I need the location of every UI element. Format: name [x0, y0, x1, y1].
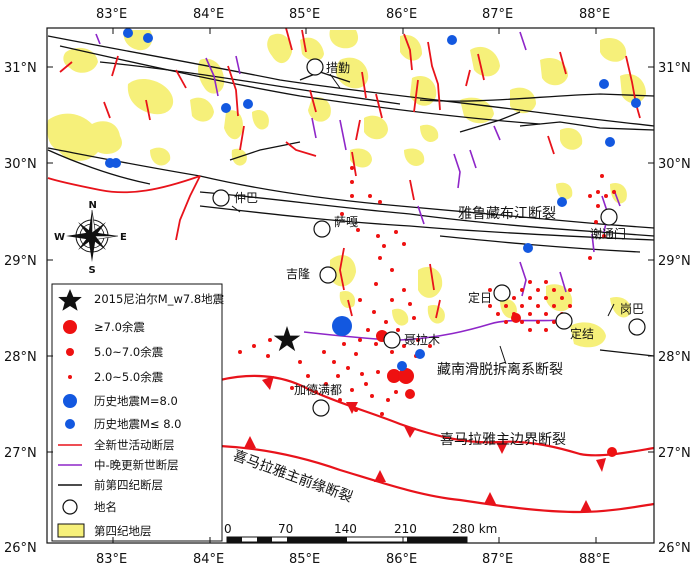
legend-item-text: ≥7.0余震: [94, 320, 145, 334]
holocene-faults: [47, 27, 641, 319]
compass-s: S: [89, 265, 96, 276]
legend-item-text: 2015尼泊尔M_w7.8地震: [94, 292, 225, 306]
legend-star-icon: [58, 289, 82, 311]
compass-e: E: [120, 232, 127, 243]
map-frame: [46, 27, 655, 544]
scale-label: 210: [394, 522, 417, 536]
legend-big-red-dot: [63, 320, 77, 334]
scale-label: 0: [224, 522, 232, 536]
lat-tick-right: 29°N: [658, 254, 691, 269]
place-label: 措勤: [326, 61, 350, 75]
place-label: 岗巴: [620, 302, 644, 316]
scale-label: 70: [278, 522, 293, 536]
lat-tick-left: 30°N: [4, 157, 37, 172]
place-label: 加德满都: [294, 382, 342, 397]
legend-item-text: 中-晚更新世断层: [94, 458, 179, 472]
lat-tick-left: 28°N: [4, 350, 37, 365]
legend-small-blue-dot: [65, 419, 75, 429]
lon-tick-bottom: 85°E: [289, 552, 320, 567]
lat-tick-right: 30°N: [658, 157, 691, 172]
lon-tick-bottom: 88°E: [579, 552, 610, 567]
legend-yellow-box: [57, 523, 85, 538]
compass-w: W: [54, 232, 65, 243]
lon-tick-top: 84°E: [193, 7, 224, 22]
lon-tick-bottom: 83°E: [96, 552, 127, 567]
lon-tick-bottom: 87°E: [482, 552, 513, 567]
scale-label: 280 km: [452, 522, 497, 536]
lon-tick-top: 86°E: [386, 7, 417, 22]
place-label: 仲巴: [234, 191, 258, 205]
historic-earthquakes: [105, 28, 641, 371]
lat-tick-right: 28°N: [658, 350, 691, 365]
leader-lines: [231, 73, 615, 365]
place-label: 萨嘎: [334, 215, 358, 229]
pre-quaternary-faults: [47, 35, 655, 357]
place-label: 定结: [570, 326, 594, 341]
quaternary-deposits: [47, 30, 646, 348]
legend-item-text: 2.0~5.0余震: [94, 370, 164, 384]
legend: 2015尼泊尔M_w7.8地震 ≥7.0余震 5.0~7.0余震 2.0~5.0…: [51, 283, 225, 542]
lat-tick-right: 31°N: [658, 61, 691, 76]
lon-tick-top: 85°E: [289, 7, 320, 22]
lon-tick-bottom: 84°E: [193, 552, 224, 567]
mbt-fault-label: 喜马拉雅主边界断裂: [440, 432, 566, 448]
legend-small-red-dot: [68, 375, 72, 379]
north-arrow: N S E W: [54, 200, 127, 276]
lon-tick-top: 87°E: [482, 7, 513, 22]
lon-tick-top: 83°E: [96, 7, 127, 22]
place-label: 聂拉木: [404, 332, 440, 347]
tick-labels: 83°E 84°E 85°E 86°E 87°E 88°E 83°E 84°E …: [4, 7, 691, 567]
main-boundary-thrust: [219, 374, 655, 472]
legend-item-text: 第四纪地层: [94, 524, 152, 538]
lon-tick-top: 88°E: [579, 7, 610, 22]
scale-bar: 0 70 140 210 280 km: [224, 522, 497, 543]
legend-item-text: 5.0~7.0余震: [94, 345, 164, 359]
legend-item-text: 历史地震M=8.0: [94, 394, 178, 408]
place-label: 谢通门: [590, 226, 626, 241]
lat-tick-left: 29°N: [4, 254, 37, 269]
legend-big-blue-dot: [63, 394, 77, 408]
lat-tick-left: 31°N: [4, 61, 37, 76]
place-label: 定日: [468, 290, 492, 305]
lat-tick-left: 26°N: [4, 541, 37, 556]
place-markers: [212, 58, 646, 417]
lon-tick-bottom: 86°E: [386, 552, 417, 567]
mainshock-star: [273, 326, 301, 352]
compass-n: N: [89, 200, 97, 211]
ticks: [47, 28, 654, 544]
lat-tick-right: 27°N: [658, 446, 691, 461]
stds-fault-label: 藏南滑脱拆离系断裂: [437, 361, 563, 378]
lat-tick-right: 26°N: [658, 541, 691, 556]
place-labels: 措勤 仲巴 萨嘎 谢通门 吉隆 聂拉木 定日 岗巴 定结 加德满都: [234, 61, 644, 397]
place-label: 吉隆: [286, 266, 310, 281]
legend-mid-red-dot: [66, 348, 74, 356]
legend-circle: [62, 499, 78, 515]
yarlung-fault-label: 雅鲁藏布江断裂: [458, 206, 556, 222]
scale-label: 140: [334, 522, 357, 536]
legend-item-text: 地名: [94, 500, 117, 514]
legend-item-text: 历史地震M≤ 8.0: [94, 417, 182, 431]
main-frontal-thrust: [219, 436, 655, 514]
legend-item-text: 全新世活动断层: [94, 438, 175, 452]
legend-item-text: 前第四纪断层: [94, 478, 163, 492]
aftershocks: [238, 166, 617, 457]
lat-tick-left: 27°N: [4, 446, 37, 461]
